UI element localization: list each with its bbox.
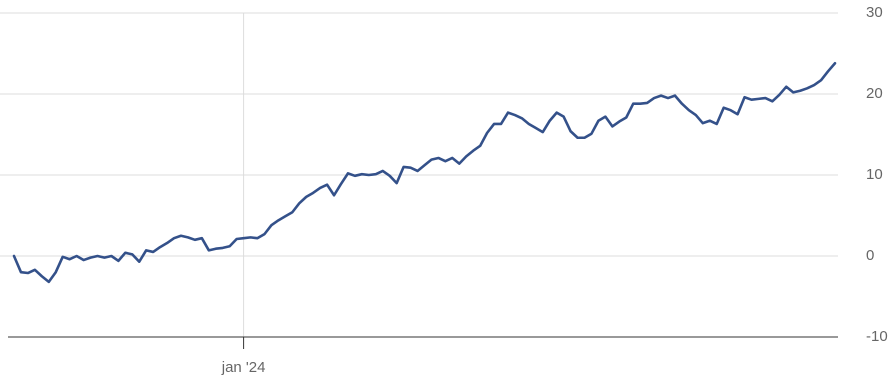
- x-tick-label: jan '24: [221, 359, 266, 376]
- y-tick-label: 10: [866, 166, 883, 183]
- data-line: [12, 61, 837, 284]
- y-tick-label: 30: [866, 4, 883, 21]
- y-tick-label: -10: [866, 328, 888, 345]
- y-tick-label: 20: [866, 85, 883, 102]
- y-tick-label: 0: [866, 247, 874, 264]
